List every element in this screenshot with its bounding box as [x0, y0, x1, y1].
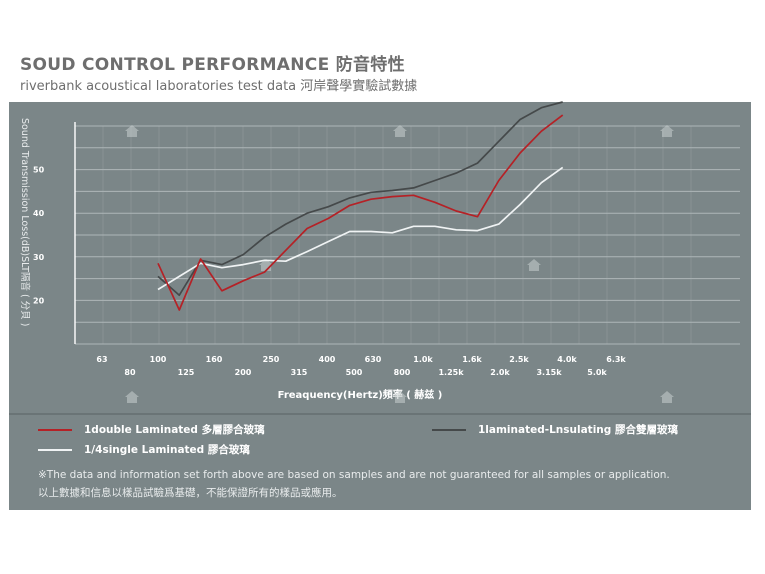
house-icon: [125, 391, 139, 403]
x-tick-label: 1.25k: [438, 368, 464, 377]
series-line-2: [157, 166, 564, 291]
house-icon: [393, 125, 407, 137]
disclaimer-en: ※The data and information set forth abov…: [38, 469, 670, 481]
x-tick-label: 100: [150, 355, 167, 364]
legend-divider: [9, 413, 751, 415]
page-title: SOUD CONTROL PERFORMANCE 防音特性: [20, 55, 405, 75]
house-icon: [660, 391, 674, 403]
legend-label-series-2: 1/4single Laminated 膠合玻璃: [84, 444, 250, 456]
x-tick-label: 1.6k: [462, 355, 482, 364]
x-tick-label: 2.0k: [490, 368, 510, 377]
y-tick-label-20: 20: [33, 296, 45, 305]
disclaimer-zh: 以上數據和信息以樣品試驗爲基礎，不能保證所有的樣品或應用。: [38, 487, 343, 499]
series-line-1: [157, 101, 563, 297]
x-tick-label: 200: [235, 368, 252, 377]
x-tick-label: 315: [291, 368, 308, 377]
house-icon: [660, 125, 674, 137]
house-icon: [393, 391, 407, 403]
x-tick-label: 1.0k: [413, 355, 433, 364]
x-tick-label: 125: [178, 368, 195, 377]
legend-line-series-0: [38, 429, 72, 431]
x-tick-label: 6.3k: [606, 355, 626, 364]
x-tick-label: 63: [96, 355, 107, 364]
y-tick-label-40: 40: [33, 209, 45, 218]
x-tick-label: 800: [394, 368, 411, 377]
legend-label-series-0: 1double Laminated 多層膠合玻璃: [84, 424, 265, 436]
legend-line-series-2: [38, 449, 72, 451]
x-tick-label: 5.0k: [587, 368, 607, 377]
x-tick-label: 160: [206, 355, 223, 364]
x-tick-label: 250: [263, 355, 280, 364]
house-icon: [527, 259, 541, 271]
x-tick-label: 630: [365, 355, 382, 364]
x-tick-label: 80: [124, 368, 136, 377]
legend-label-series-1: 1laminated-Lnsulating 膠合雙層玻璃: [478, 424, 678, 436]
x-tick-label: 2.5k: [509, 355, 529, 364]
x-tick-label: 500: [346, 368, 363, 377]
house-icon: [125, 125, 139, 137]
x-tick-label: 3.15k: [536, 368, 562, 377]
x-tick-label: 400: [319, 355, 336, 364]
y-axis-title: Sound Transmission Loss(dB)SLT隔音 ( 分貝 ): [19, 118, 31, 326]
page-subtitle: riverbank acoustical laboratories test d…: [20, 79, 418, 94]
legend-line-series-1: [432, 429, 466, 431]
series-line-0: [157, 114, 564, 311]
y-tick-label-30: 30: [33, 253, 45, 262]
x-tick-label: 4.0k: [557, 355, 577, 364]
x-axis-title: Freaquency(Hertz)頻率 ( 赫兹 ): [278, 388, 443, 401]
y-tick-label-50: 50: [33, 166, 45, 175]
